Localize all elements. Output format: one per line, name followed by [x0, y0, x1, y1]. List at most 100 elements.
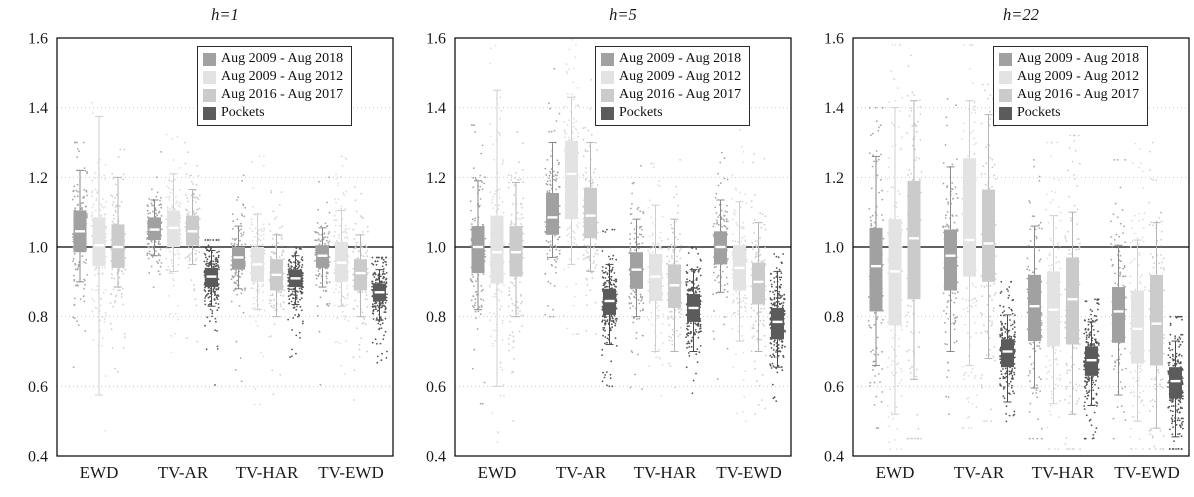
panel-title-h22: h=22 [853, 5, 1189, 25]
legend-label: Aug 2009 - Aug 2012 [1017, 69, 1139, 85]
box-Aug 2016 - Aug 2017-TV-EWD [752, 223, 765, 352]
legend-entry: Aug 2009 - Aug 2012 [203, 68, 343, 86]
box-Pockets-TV-HAR [687, 270, 700, 352]
legend-h5: Aug 2009 - Aug 2018 Aug 2009 - Aug 2012 Au… [595, 46, 750, 126]
legend-label: Aug 2009 - Aug 2018 [221, 51, 343, 67]
legend-entry: Pockets [203, 104, 343, 122]
x-tick-label: EWD [478, 463, 517, 482]
y-tick-label: 1.0 [426, 240, 446, 257]
legend-entry: Pockets [601, 104, 741, 122]
legend-swatch [999, 107, 1012, 120]
legend-h1: Aug 2009 - Aug 2018 Aug 2009 - Aug 2012 Au… [197, 46, 352, 126]
legend-label: Aug 2016 - Aug 2017 [1017, 87, 1139, 103]
legend-swatch [601, 89, 614, 102]
legend-swatch [601, 53, 614, 66]
x-tick-label: TV-HAR [1032, 463, 1095, 482]
panel-h5: h=5 0.4 0.6 0.8 1.0 1.2 1.4 1.6 EWD TV-AR TV-HAR T… [398, 0, 796, 492]
y-tick-label: 0.8 [824, 309, 844, 326]
box-Aug 2009 - Aug 2018-TV-HAR [630, 219, 643, 317]
y-tick-label: 0.4 [28, 449, 48, 466]
x-tick-label: TV-AR [954, 463, 1005, 482]
box-Aug 2009 - Aug 2012-EWD [93, 116, 106, 395]
box-Aug 2016 - Aug 2017-TV-AR [584, 143, 597, 272]
y-tick-label: 1.2 [28, 170, 48, 187]
y-tick-label: 1.0 [824, 240, 844, 257]
plot-content [72, 102, 388, 432]
legend-entry: Pockets [999, 104, 1139, 122]
box-Pockets-TV-EWD [1169, 341, 1182, 437]
legend-swatch [601, 71, 614, 84]
box-Aug 2009 - Aug 2018-TV-EWD [714, 200, 727, 292]
legend-swatch [999, 53, 1012, 66]
box-Aug 2016 - Aug 2017-TV-AR [982, 115, 995, 359]
legend-label: Pockets [1017, 105, 1061, 121]
legend-label: Pockets [221, 105, 265, 121]
box-Aug 2016 - Aug 2017-TV-HAR [668, 219, 681, 351]
box-Aug 2009 - Aug 2018-TV-AR [944, 167, 957, 352]
box-Aug 2009 - Aug 2018-TV-HAR [232, 226, 245, 289]
y-tick-label: 0.8 [426, 309, 446, 326]
legend-swatch [999, 89, 1012, 102]
legend-h22: Aug 2009 - Aug 2018 Aug 2009 - Aug 2012 Au… [993, 46, 1148, 126]
legend-label: Aug 2016 - Aug 2017 [221, 87, 343, 103]
legend-entry: Aug 2016 - Aug 2017 [601, 86, 741, 104]
legend-swatch [203, 107, 216, 120]
box-Aug 2009 - Aug 2012-TV-AR [963, 101, 976, 366]
y-tick-label: 0.8 [28, 309, 48, 326]
panel-title-h5: h=5 [455, 5, 791, 25]
legend-swatch [203, 89, 216, 102]
legend-swatch [999, 71, 1012, 84]
box-Aug 2016 - Aug 2017-EWD [908, 101, 921, 380]
legend-entry: Aug 2016 - Aug 2017 [999, 86, 1139, 104]
y-tick-label: 1.6 [28, 31, 48, 48]
y-tick-label: 0.6 [426, 379, 446, 396]
legend-label: Aug 2009 - Aug 2012 [619, 69, 741, 85]
x-tick-label: TV-EWD [1114, 463, 1179, 482]
x-tick-label: TV-AR [158, 463, 209, 482]
box-Pockets-TV-EWD [771, 271, 784, 367]
legend-entry: Aug 2009 - Aug 2018 [999, 50, 1139, 68]
y-tick-label: 1.6 [824, 31, 844, 48]
legend-label: Aug 2009 - Aug 2018 [1017, 51, 1139, 67]
y-tick-label: 0.4 [426, 449, 446, 466]
legend-entry: Aug 2009 - Aug 2018 [203, 50, 343, 68]
legend-swatch [203, 71, 216, 84]
x-tick-label: EWD [876, 463, 915, 482]
box-Aug 2009 - Aug 2012-EWD [491, 90, 504, 386]
y-tick-label: 1.0 [28, 240, 48, 257]
legend-entry: Aug 2009 - Aug 2012 [601, 68, 741, 86]
legend-label: Aug 2009 - Aug 2018 [619, 51, 741, 67]
x-tick-label: TV-HAR [236, 463, 299, 482]
box-Aug 2016 - Aug 2017-TV-HAR [1066, 212, 1079, 414]
y-tick-label: 1.2 [426, 170, 446, 187]
legend-entry: Aug 2009 - Aug 2018 [601, 50, 741, 68]
box-Pockets-TV-AR [603, 264, 616, 344]
box-Aug 2009 - Aug 2012-EWD [889, 108, 902, 415]
box-Aug 2009 - Aug 2012-TV-AR [565, 97, 578, 264]
box-Aug 2009 - Aug 2012-TV-HAR [649, 205, 662, 351]
y-tick-label: 1.6 [426, 31, 446, 48]
x-tick-label: TV-HAR [634, 463, 697, 482]
y-tick-label: 1.4 [824, 100, 844, 117]
box-Aug 2009 - Aug 2012-TV-HAR [251, 214, 264, 310]
x-tick-label: TV-EWD [716, 463, 781, 482]
legend-label: Aug 2016 - Aug 2017 [619, 87, 741, 103]
legend-swatch [601, 107, 614, 120]
y-tick-label: 1.2 [824, 170, 844, 187]
box-Aug 2009 - Aug 2012-TV-EWD [1131, 240, 1144, 421]
y-tick-label: 1.4 [426, 100, 446, 117]
y-tick-label: 0.6 [28, 379, 48, 396]
x-tick-label: TV-EWD [318, 463, 383, 482]
legend-entry: Aug 2016 - Aug 2017 [203, 86, 343, 104]
x-tick-label: TV-AR [556, 463, 607, 482]
box-Aug 2016 - Aug 2017-TV-EWD [1150, 223, 1163, 429]
legend-label: Aug 2009 - Aug 2012 [221, 69, 343, 85]
y-tick-label: 1.4 [28, 100, 48, 117]
legend-swatch [203, 53, 216, 66]
legend-label: Pockets [619, 105, 663, 121]
panel-title-h1: h=1 [57, 5, 393, 25]
legend-entry: Aug 2009 - Aug 2012 [999, 68, 1139, 86]
